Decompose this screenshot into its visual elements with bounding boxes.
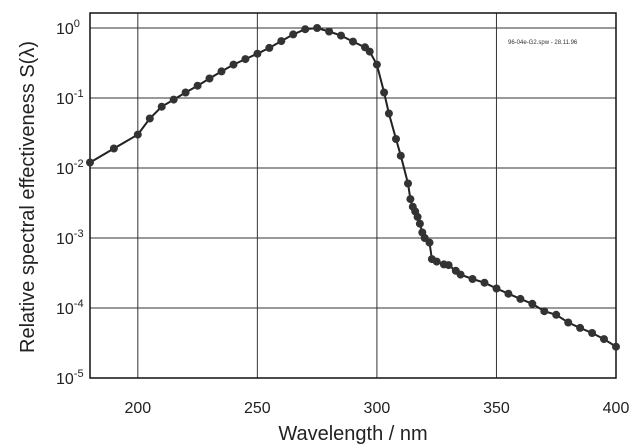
data-point bbox=[612, 342, 620, 351]
data-point bbox=[253, 49, 262, 58]
data-point bbox=[492, 284, 501, 293]
data-point bbox=[396, 151, 405, 160]
y-axis-label: Relative spectral effectiveness S(λ) bbox=[17, 41, 39, 353]
data-point bbox=[349, 37, 357, 46]
data-point bbox=[109, 144, 118, 153]
data-point bbox=[313, 24, 322, 32]
data-point bbox=[528, 299, 537, 308]
chart-annotation: 96-04e-G2.spw - 28.11.96 bbox=[508, 40, 578, 46]
data-point bbox=[157, 102, 166, 111]
data-point bbox=[504, 289, 513, 298]
data-point bbox=[468, 275, 477, 283]
data-point bbox=[588, 329, 597, 337]
x-tick-label: 250 bbox=[244, 400, 271, 417]
data-point bbox=[404, 179, 412, 188]
data-point bbox=[325, 27, 334, 36]
data-point bbox=[564, 318, 573, 327]
data-point bbox=[145, 114, 154, 123]
data-point bbox=[265, 43, 274, 52]
data-point bbox=[552, 310, 561, 319]
data-point bbox=[301, 25, 310, 34]
x-axis-label: Wavelength / nm bbox=[278, 423, 427, 445]
data-point bbox=[540, 307, 549, 316]
data-point bbox=[169, 95, 178, 104]
data-point bbox=[415, 219, 424, 228]
data-point bbox=[86, 158, 94, 167]
data-point bbox=[444, 261, 453, 270]
data-point bbox=[365, 47, 374, 56]
data-point bbox=[480, 278, 489, 287]
y-tick-label: 10-3 bbox=[56, 228, 84, 248]
y-axis-ticks: 100 10-1 10-2 10-3 10-4 10-5 bbox=[56, 18, 84, 388]
y-tick-label: 10-4 bbox=[56, 298, 84, 318]
y-tick-label: 10-2 bbox=[56, 158, 84, 178]
data-point bbox=[277, 37, 286, 46]
x-tick-label: 300 bbox=[364, 400, 391, 417]
x-axis-ticks: 200 250 300 350 400 bbox=[124, 400, 629, 417]
data-point bbox=[241, 55, 250, 64]
data-point bbox=[406, 195, 415, 204]
data-point bbox=[205, 74, 214, 83]
series-points bbox=[86, 24, 620, 351]
data-point bbox=[384, 109, 393, 118]
y-tick-label: 100 bbox=[56, 18, 80, 38]
data-point bbox=[229, 60, 238, 69]
data-point bbox=[181, 88, 190, 97]
data-point bbox=[289, 30, 298, 39]
data-point bbox=[392, 135, 400, 143]
data-point bbox=[576, 323, 585, 332]
x-tick-label: 200 bbox=[124, 400, 151, 417]
data-point bbox=[413, 212, 422, 221]
data-point bbox=[217, 67, 226, 76]
data-point bbox=[372, 60, 381, 69]
series-line bbox=[89, 26, 617, 348]
grid bbox=[90, 13, 616, 378]
data-point bbox=[600, 335, 608, 344]
data-point bbox=[380, 88, 389, 97]
data-point bbox=[193, 81, 202, 90]
data-point bbox=[425, 238, 434, 247]
data-point bbox=[456, 270, 465, 279]
x-tick-label: 400 bbox=[603, 400, 630, 417]
plot-frame bbox=[89, 12, 617, 379]
data-point bbox=[432, 257, 441, 266]
y-tick-label: 10-1 bbox=[56, 88, 84, 108]
data-point bbox=[133, 130, 142, 139]
x-tick-label: 350 bbox=[483, 400, 510, 417]
data-point bbox=[337, 31, 345, 40]
y-tick-label: 10-5 bbox=[56, 368, 84, 388]
data-point bbox=[516, 294, 525, 303]
